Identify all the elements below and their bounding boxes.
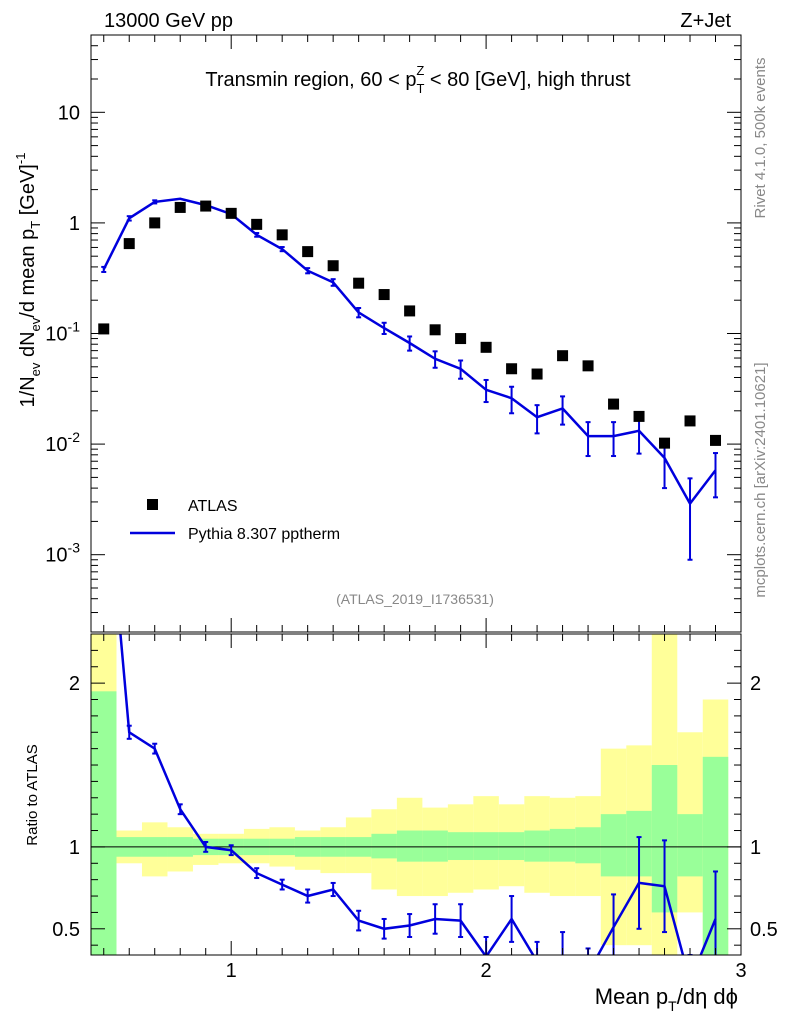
bottom-panel-frame [90,633,742,956]
side-label-rivet: Rivet 4.1.0, 500k events [752,58,769,219]
atlas-data-point [225,207,237,219]
atlas-data-point [276,229,288,241]
legend-marker-atlas [147,499,158,510]
atlas-data-point [710,434,722,446]
atlas-data-point [200,200,212,212]
top-panel-frame [90,34,742,633]
band-inner-bin [549,828,576,862]
atlas-data-point [429,324,441,336]
x-tick-label: 1 [226,960,237,982]
band-inner-bin [524,830,550,862]
x-tick-label: 2 [481,960,492,982]
band-inner-bin [600,814,627,877]
band-inner-bin [371,833,397,859]
atlas-data-point [327,260,339,272]
analysis-label: (ATLAS_2019_I1736531) [336,591,494,607]
atlas-data-point [608,398,620,410]
top-panel: 10-3 10-2 10-1 1 10 Transmin region, 60 < pT… [13,34,742,633]
top-y-tick-label: 10-2 [45,429,80,456]
atlas-data-point [174,201,186,213]
bottom-y-tick-label-right: 0.5 [750,919,778,941]
atlas-data-point [98,323,110,335]
atlas-data-point [123,238,135,250]
atlas-data-point [633,410,645,422]
header-right: Z+Jet [680,10,731,32]
band-inner-bin [473,832,499,861]
atlas-data-point [684,415,696,427]
atlas-data-point [557,350,569,362]
bottom-y-tick-label-left: 2 [69,673,80,695]
bottom-axis-ticks [91,633,742,955]
side-label-mcplots: mcplots.cern.ch [arXiv:2401.10621] [752,362,769,597]
top-panel-title: Transmin region, 60 < pTZ < 80 [GeV], hi… [205,63,631,96]
legend-label-atlas: ATLAS [188,498,238,515]
atlas-data-point [480,341,492,353]
ratio-series-line [119,634,717,955]
atlas-data-markers [98,200,722,449]
band-inner-bin [91,691,117,955]
band-inner-bin [422,830,448,862]
bottom-y-tick-label-right: 1 [750,837,761,859]
top-y-tick-label: 10-3 [45,540,80,567]
atlas-data-point [531,368,543,380]
header-left: 13000 GeV pp [104,10,233,32]
top-y-tick-labels: 10-3 10-2 10-1 1 10 [45,102,80,566]
atlas-data-point [251,218,263,230]
band-inner-bin [447,832,474,861]
bottom-x-tick-labels: 1 2 3 [226,960,747,982]
band-inner-bin [396,830,423,862]
atlas-data-point [378,289,390,301]
legend-label-pythia: Pythia 8.307 pptherm [188,526,340,543]
top-y-axis-label: 1/Nev dNev/d mean pT [GeV]-1 [13,153,43,408]
atlas-data-point [404,305,416,317]
bottom-y-tick-label-right: 2 [750,673,761,695]
atlas-data-point [506,363,518,375]
top-y-tick-label: 10 [58,102,80,124]
x-tick-label: 3 [735,960,746,982]
atlas-data-point [149,217,161,229]
bottom-panel: 0.5 0.5 1 1 2 2 1 2 3 Ratio to ATLAS Mean pT/dη… [24,633,778,1014]
top-y-tick-label: 1 [69,213,80,235]
band-inner-bin [677,814,703,877]
band-inner-bin [575,827,601,864]
atlas-data-point [455,333,467,345]
bottom-y-tick-labels: 0.5 0.5 1 1 2 2 [52,673,778,941]
atlas-data-point [302,246,314,258]
legend: ATLAS Pythia 8.307 pptherm [130,498,340,543]
bottom-y-axis-label: Ratio to ATLAS [24,744,41,845]
x-axis-label: Mean pT/dη dϕ [595,984,738,1014]
top-y-tick-label: 10-1 [45,319,80,346]
bottom-y-tick-label-left: 0.5 [52,919,80,941]
band-inner-bin [498,832,525,861]
bottom-y-tick-label-left: 1 [69,837,80,859]
atlas-data-point [353,277,365,289]
atlas-data-point [582,360,594,372]
atlas-data-point [659,437,671,449]
